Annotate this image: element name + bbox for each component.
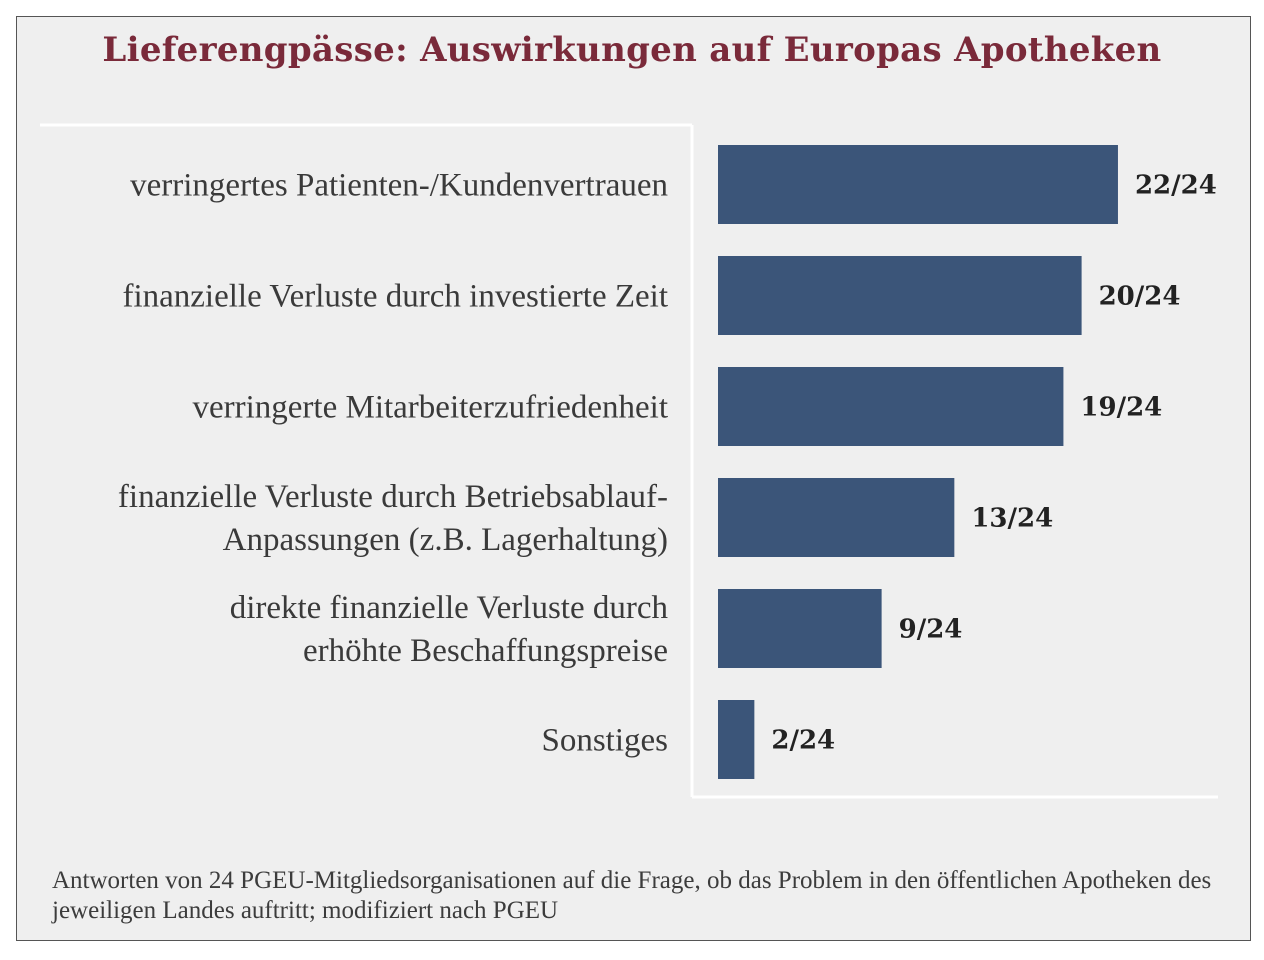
value-label-2: 19/24 bbox=[1080, 393, 1162, 423]
category-label-2: verringerte Mitarbeiterzufriedenheit bbox=[192, 390, 668, 426]
bar-3 bbox=[718, 478, 955, 557]
value-label-4: 9/24 bbox=[899, 615, 963, 645]
value-label-5: 2/24 bbox=[771, 726, 835, 756]
category-label-4-line-1: erhöhte Beschaffungspreise bbox=[303, 633, 668, 669]
bar-5 bbox=[718, 700, 755, 779]
category-label-0: verringertes Patienten-/Kundenvertrauen bbox=[130, 168, 668, 204]
value-label-1: 20/24 bbox=[1099, 282, 1181, 312]
category-label-1: finanzielle Verluste durch investierte Z… bbox=[122, 279, 668, 315]
category-label-3-line-0: finanzielle Verluste durch Betriebsablau… bbox=[118, 479, 668, 515]
category-labels: verringertes Patienten-/Kundenvertrauen f… bbox=[118, 168, 669, 759]
category-label-3-line-1: Anpassungen (z.B. Lagerhaltung) bbox=[223, 522, 668, 558]
value-label-0: 22/24 bbox=[1135, 171, 1217, 201]
category-label-5: Sonstiges bbox=[541, 723, 668, 759]
footnote: Antworten von 24 PGEU-Mitgliedsorganisat… bbox=[52, 867, 1212, 924]
bars bbox=[718, 145, 1118, 779]
chart-title: Lieferengpässe: Auswirkungen auf Europas… bbox=[102, 30, 1162, 70]
category-label-4-line-0: direkte finanzielle Verluste durch bbox=[230, 590, 669, 626]
value-labels: 22/24 20/24 19/24 13/24 9/24 2/24 bbox=[771, 171, 1216, 756]
bar-0 bbox=[718, 145, 1118, 224]
bar-4 bbox=[718, 589, 882, 668]
axes bbox=[40, 123, 1218, 799]
value-label-3: 13/24 bbox=[971, 504, 1053, 534]
bar-2 bbox=[718, 367, 1064, 446]
bar-1 bbox=[718, 256, 1082, 335]
